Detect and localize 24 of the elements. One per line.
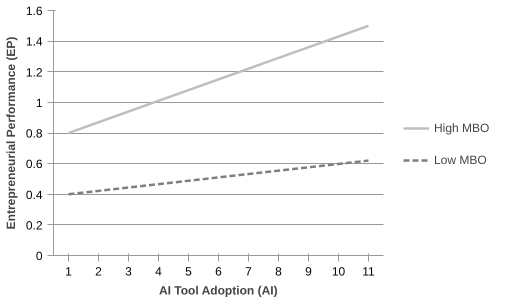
x-tick-label: 3 [125, 264, 132, 278]
x-axis-title: AI Tool Adoption (AI) [158, 284, 278, 298]
x-tick-label: 7 [245, 264, 252, 278]
y-tick-label: 0 [36, 249, 43, 263]
y-tick-label: 0.2 [26, 218, 43, 232]
y-axis-title: Entrepreneurial Performance (EP) [4, 36, 18, 230]
y-tick-label: 0.8 [26, 126, 43, 140]
x-tick-label: 2 [95, 264, 102, 278]
x-tick-label: 6 [215, 264, 222, 278]
x-tick-label: 4 [155, 264, 162, 278]
x-tick-label: 1 [65, 264, 72, 278]
x-tick-label: 11 [362, 264, 376, 278]
x-tick-label: 9 [305, 264, 312, 278]
y-tick-label: 1.6 [26, 4, 43, 18]
y-tick-label: 0.4 [26, 188, 43, 202]
y-tick-label: 1.2 [26, 65, 43, 80]
x-tick-label: 5 [185, 264, 192, 278]
legend-label: High MBO [434, 121, 490, 135]
y-tick-label: 1.4 [26, 34, 43, 49]
x-tick-label: 10 [332, 264, 346, 278]
y-tick-label: 0.6 [26, 157, 43, 172]
legend-label: Low MBO [434, 153, 487, 167]
y-tick-label: 1 [36, 96, 43, 110]
x-tick-label: 8 [275, 264, 282, 278]
